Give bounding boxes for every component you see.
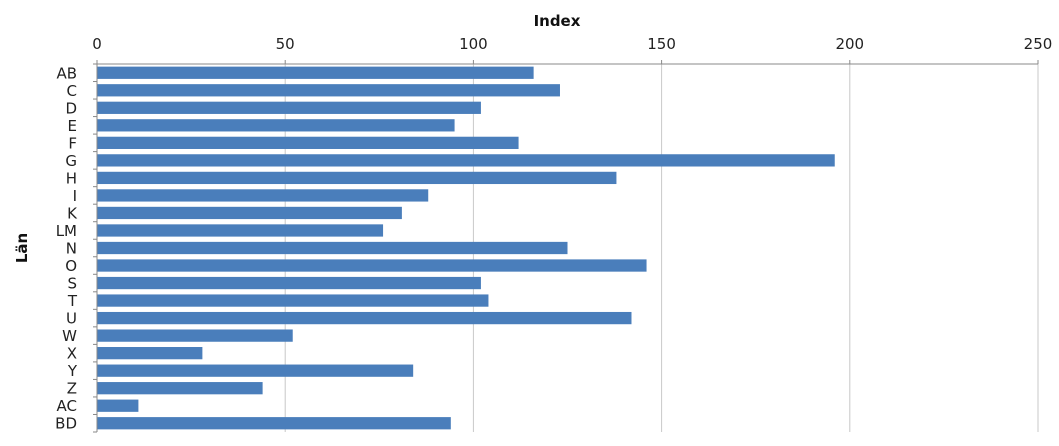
bar-w xyxy=(97,329,293,342)
bar-ab xyxy=(97,66,534,79)
bar-h xyxy=(97,171,617,185)
bar-t xyxy=(97,294,489,307)
y-tick-label: AB xyxy=(56,64,77,82)
x-tick-labels: 0 50 100 150 200 250 xyxy=(92,35,1052,53)
y-tick-label: C xyxy=(67,82,77,100)
x-tick-label: 250 xyxy=(1024,35,1053,53)
y-tick-label: G xyxy=(65,152,77,170)
bar-d xyxy=(97,101,481,114)
bar-lm xyxy=(97,224,384,237)
bar-u xyxy=(97,311,632,325)
bar-g xyxy=(97,154,835,167)
y-axis-title: Län xyxy=(13,233,31,263)
y-tick-label: Z xyxy=(67,380,77,398)
y-tick-label: BD xyxy=(55,415,77,433)
y-tick-label: F xyxy=(68,134,77,152)
y-tick-label: AC xyxy=(57,397,77,415)
bars xyxy=(97,66,835,430)
x-tick-label: 100 xyxy=(459,35,488,53)
bar-o xyxy=(97,259,647,272)
bar-s xyxy=(97,276,481,290)
x-tick-label: 0 xyxy=(92,35,102,53)
y-tick-label: K xyxy=(67,204,78,222)
bar-ac xyxy=(97,399,139,412)
y-tick-label: W xyxy=(62,327,77,345)
x-tick-label: 200 xyxy=(835,35,864,53)
y-tick-label: U xyxy=(66,310,77,328)
y-tick-label: S xyxy=(67,275,77,293)
y-tick-label: O xyxy=(65,257,77,275)
bar-c xyxy=(97,84,560,97)
y-tick-label: I xyxy=(73,187,77,205)
x-tick-label: 150 xyxy=(647,35,676,53)
y-tick-label: N xyxy=(66,240,77,258)
y-tick-label: D xyxy=(65,99,77,117)
x-tick-label: 50 xyxy=(276,35,295,53)
y-tick-label: T xyxy=(67,292,78,310)
y-tick-label: Y xyxy=(67,362,78,380)
bar-f xyxy=(97,136,519,149)
bar-k xyxy=(97,206,402,220)
y-tick-label: E xyxy=(68,117,77,135)
y-tick-label: X xyxy=(67,345,77,363)
bar-e xyxy=(97,119,455,132)
bar-i xyxy=(97,189,429,202)
bar-z xyxy=(97,382,263,395)
bar-n xyxy=(97,241,568,255)
bar-x xyxy=(97,347,203,360)
axes xyxy=(93,60,1039,433)
bar-bd xyxy=(97,417,451,430)
x-axis-title: Index xyxy=(534,12,581,30)
y-tick-label: LM xyxy=(56,222,77,240)
y-tick-label: H xyxy=(66,169,77,187)
bar-y xyxy=(97,364,414,377)
